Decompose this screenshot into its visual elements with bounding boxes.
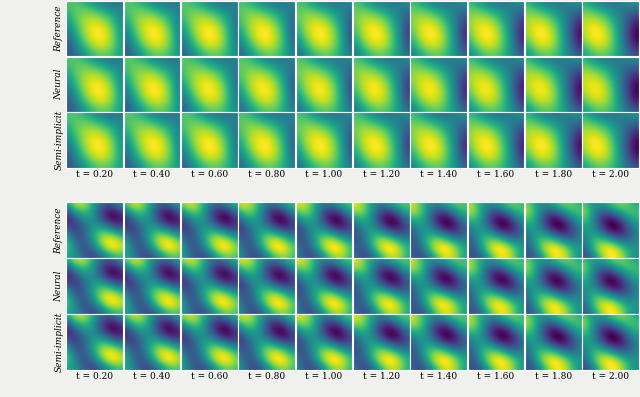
Text: t = 1.60: t = 1.60 [477, 372, 515, 381]
Text: t = 2.00: t = 2.00 [592, 372, 629, 381]
Text: t = 1.00: t = 1.00 [305, 372, 342, 381]
Text: Reference: Reference [54, 5, 63, 52]
Text: t = 0.20: t = 0.20 [76, 170, 113, 179]
Text: t = 1.80: t = 1.80 [535, 372, 572, 381]
Text: t = 1.40: t = 1.40 [420, 170, 457, 179]
Text: t = 1.20: t = 1.20 [363, 170, 400, 179]
Text: t = 0.60: t = 0.60 [191, 372, 228, 381]
Text: t = 0.20: t = 0.20 [76, 372, 113, 381]
Text: t = 0.80: t = 0.80 [248, 372, 285, 381]
Text: t = 0.80: t = 0.80 [248, 170, 285, 179]
Text: Semi-implicit: Semi-implicit [54, 110, 63, 170]
Text: Neural: Neural [54, 270, 63, 302]
Text: t = 1.00: t = 1.00 [305, 170, 342, 179]
Text: Semi-implicit: Semi-implicit [54, 312, 63, 372]
Text: t = 2.00: t = 2.00 [592, 170, 629, 179]
Text: t = 0.40: t = 0.40 [133, 372, 170, 381]
Text: Reference: Reference [54, 207, 63, 254]
Text: t = 1.80: t = 1.80 [535, 170, 572, 179]
Text: t = 1.40: t = 1.40 [420, 372, 457, 381]
Text: t = 0.40: t = 0.40 [133, 170, 170, 179]
Text: t = 1.60: t = 1.60 [477, 170, 515, 179]
Text: t = 1.20: t = 1.20 [363, 372, 400, 381]
Text: Neural: Neural [54, 69, 63, 100]
Text: t = 0.60: t = 0.60 [191, 170, 228, 179]
